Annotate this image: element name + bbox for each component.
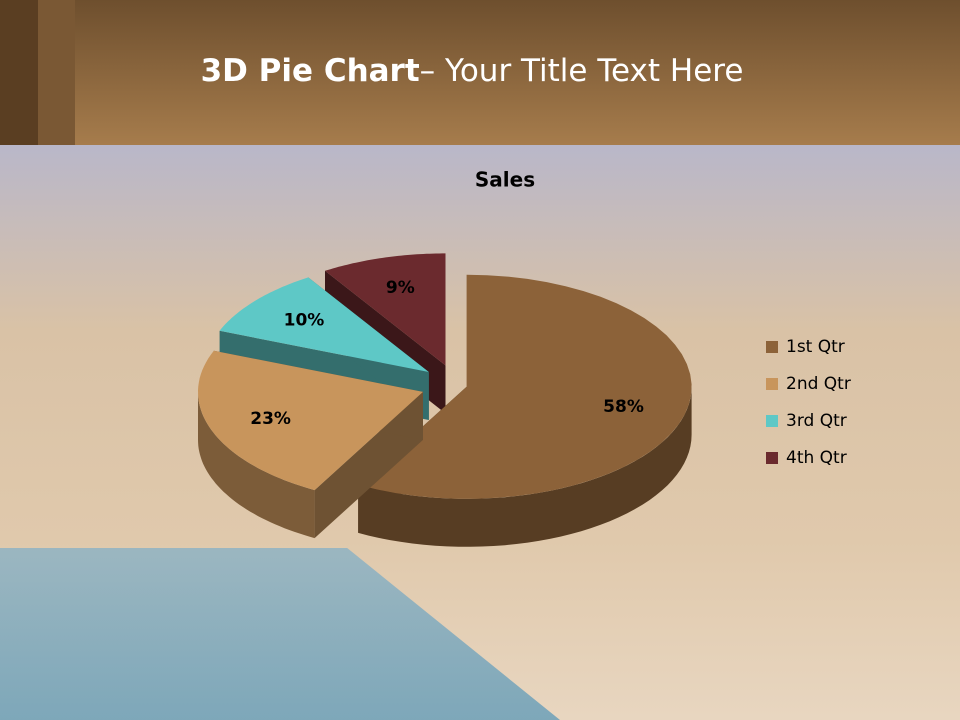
slice — [219, 277, 429, 372]
slice-wall — [358, 386, 692, 547]
slice-wall — [198, 391, 315, 539]
legend-swatch — [766, 378, 778, 390]
title-band-accent — [0, 0, 75, 145]
chart-title: Sales — [475, 168, 535, 192]
slide-title-rest: – Your Title Text Here — [420, 53, 744, 89]
slice — [325, 253, 446, 366]
legend-label: 1st Qtr — [786, 337, 845, 357]
slice — [358, 274, 692, 499]
data-label: 10% — [284, 311, 325, 331]
legend-label: 2nd Qtr — [786, 374, 851, 394]
legend-swatch — [766, 415, 778, 427]
legend-label: 3rd Qtr — [786, 411, 847, 431]
slide-title-bold: 3D Pie Chart — [201, 53, 420, 89]
data-label: 9% — [386, 278, 415, 298]
data-label: 23% — [250, 409, 291, 429]
legend-swatch — [766, 341, 778, 353]
data-label: 58% — [603, 397, 644, 417]
slide-title: 3D Pie Chart– Your Title Text Here — [201, 53, 744, 89]
title-band — [0, 0, 960, 145]
legend-swatch — [766, 452, 778, 464]
legend-label: 4th Qtr — [786, 448, 847, 468]
slice — [198, 350, 423, 491]
